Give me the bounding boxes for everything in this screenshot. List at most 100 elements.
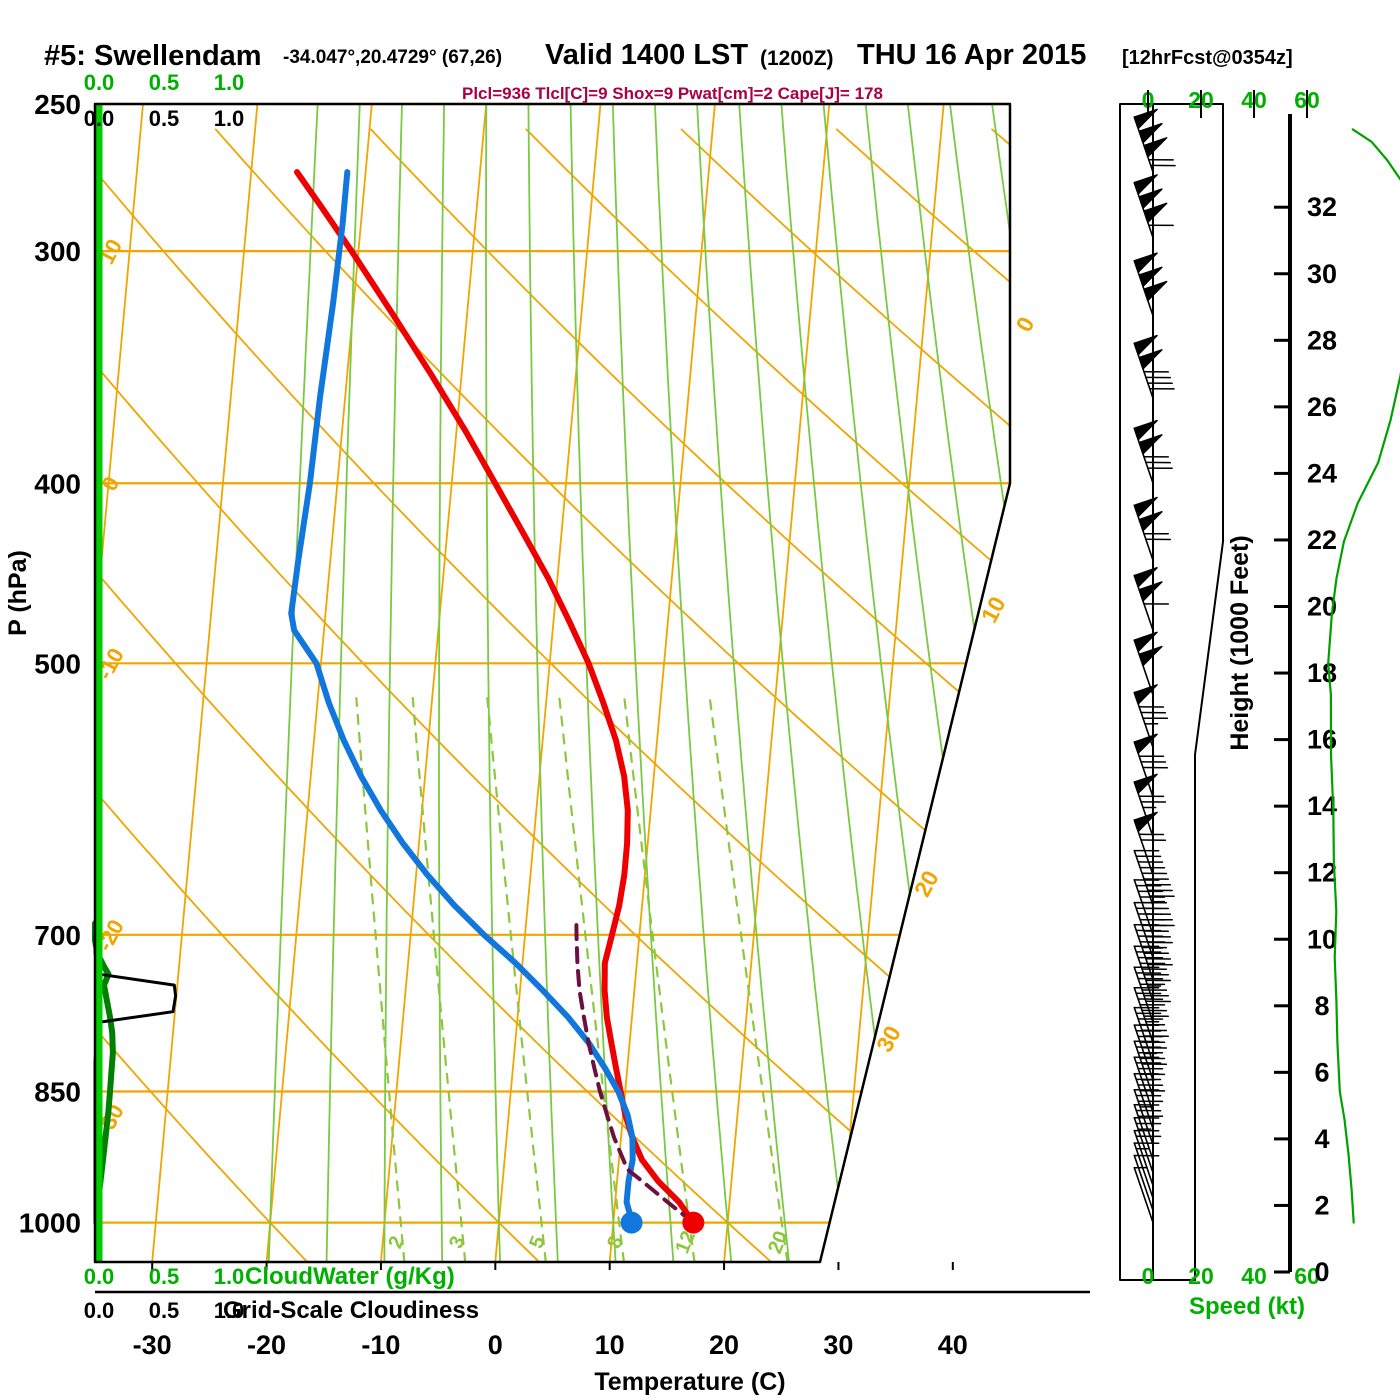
wind-pennant-29-2 xyxy=(1143,202,1168,224)
cloudiness-top-tick-1: 0.5 xyxy=(149,106,180,131)
cloudwater-top-tick-0: 0.0 xyxy=(84,70,115,95)
temperature-tick-0: 0 xyxy=(488,1330,503,1360)
moist-adiabat-45 xyxy=(864,104,1010,1262)
isotherm--20 xyxy=(265,104,373,1262)
moist-adiabat-15 xyxy=(611,104,675,1262)
pressure-tick-400: 400 xyxy=(34,468,81,499)
height-tick-10: 10 xyxy=(1307,924,1337,954)
wind-panel-frame xyxy=(1119,103,1224,1281)
cloudwater-top-tick-1: 0.5 xyxy=(149,70,180,95)
speed-legend: Speed (kt) xyxy=(1189,1293,1305,1320)
wind-barb-shaft-4 xyxy=(1133,1117,1154,1174)
moist-adiabat-10 xyxy=(569,104,617,1262)
dry-adiabat-100 xyxy=(370,128,1010,1262)
moist-adiabat--5 xyxy=(438,104,445,1262)
cloudwater-legend: CloudWater (g/Kg) xyxy=(245,1263,455,1290)
moist-adiabat-50 xyxy=(906,104,1010,1262)
station-coordinates: -34.047°,20.4729° (67,26) xyxy=(283,47,503,68)
moist-adiabat-20 xyxy=(654,104,733,1262)
mixing-ratio-label-8: 8 xyxy=(603,1233,628,1252)
cloudiness-top-tick-0: 0.0 xyxy=(84,106,115,131)
isotherm--10 xyxy=(380,104,488,1262)
height-tick-26: 26 xyxy=(1307,392,1337,422)
cloudwater-bottom-tick-1: 0.5 xyxy=(149,1264,180,1289)
valid-date: THU 16 Apr 2015 xyxy=(857,39,1087,71)
surface-temperature-marker xyxy=(682,1211,705,1234)
pressure-tick-700: 700 xyxy=(34,920,81,951)
sounding-indices: Plcl=936 Tlcl[C]=9 Shox=9 Pwat[cm]=2 Cap… xyxy=(462,84,883,103)
height-tick-8: 8 xyxy=(1314,991,1329,1021)
isotherm--30 xyxy=(151,104,259,1262)
wind-pennant-20-0 xyxy=(1133,773,1158,794)
height-axis-label: Height (1000 Feet) xyxy=(1226,535,1254,750)
wind-pennant-28-1 xyxy=(1138,266,1163,288)
wind-barb-shaft-3 xyxy=(1133,1129,1154,1187)
valid-time-zulu: (1200Z) xyxy=(760,47,834,70)
dry-adiabat--20 xyxy=(95,128,309,1262)
wind-barb-shaft-11 xyxy=(1133,1006,1154,1064)
height-tick-4: 4 xyxy=(1314,1124,1329,1154)
wind-pennant-27-1 xyxy=(1138,349,1163,370)
dry-adiabat-160 xyxy=(835,128,1010,1262)
height-tick-22: 22 xyxy=(1307,525,1337,555)
temperature-tick--30: -30 xyxy=(133,1330,172,1360)
wind-barb-shaft-8 xyxy=(1133,1056,1154,1113)
page-title: #5: Swellendam xyxy=(44,40,262,72)
wind-barb-shaft-2 xyxy=(1133,1142,1154,1199)
wind-pennant-24-1 xyxy=(1138,581,1163,602)
moist-adiabat--15 xyxy=(325,104,361,1262)
wind-pennant-29-0 xyxy=(1133,174,1158,195)
pressure-tick-500: 500 xyxy=(34,648,81,679)
isotherm-0 xyxy=(494,104,602,1262)
height-tick-28: 28 xyxy=(1307,325,1337,355)
forecast-stamp: [12hrFcst@0354z] xyxy=(1122,47,1293,69)
mixing-ratio-5 xyxy=(486,697,547,1262)
mixing-ratio-label-5: 5 xyxy=(525,1233,550,1252)
wind-pennant-25-0 xyxy=(1133,496,1158,518)
wind-barb-shaft-6 xyxy=(1133,1089,1154,1146)
moist-adiabat-25 xyxy=(696,104,790,1262)
temperature-tick-20: 20 xyxy=(709,1330,739,1360)
dry-adiabat-0 xyxy=(95,128,541,1262)
height-tick-16: 16 xyxy=(1307,725,1337,755)
isotherm--50 xyxy=(0,104,29,1262)
wind-pennant-29-1 xyxy=(1138,188,1163,209)
speed-bottom-tick-60: 60 xyxy=(1294,1263,1320,1289)
wind-barb-shaft-5 xyxy=(1133,1104,1154,1161)
moist-adiabat-55 xyxy=(949,104,1010,1262)
cloudiness-bottom-tick-2: 1.0 xyxy=(214,1298,245,1323)
moist-adiabat-40 xyxy=(822,104,964,1262)
height-tick-18: 18 xyxy=(1307,658,1337,688)
wind-barb-shaft-15 xyxy=(1133,923,1154,981)
height-tick-0: 0 xyxy=(1314,1257,1329,1287)
wind-pennant-28-2 xyxy=(1143,280,1168,302)
mixing-ratio-20 xyxy=(708,697,789,1262)
temperature-tick--10: -10 xyxy=(361,1330,400,1360)
cloudiness-bottom-tick-1: 0.5 xyxy=(149,1298,180,1323)
height-tick-30: 30 xyxy=(1307,259,1337,289)
wind-barb-shaft-7 xyxy=(1133,1072,1154,1130)
mixing-ratio-8 xyxy=(558,697,625,1262)
wind-pennant-25-1 xyxy=(1138,511,1163,532)
dry-adiabat-120 xyxy=(525,128,1010,1262)
speed-bottom-tick-20: 20 xyxy=(1188,1263,1214,1289)
wind-barb-shaft-12 xyxy=(1133,986,1154,1044)
moist-adiabat-35 xyxy=(780,104,906,1262)
isotherm-label-right-0: 0 xyxy=(1010,313,1039,337)
cloudwater-bottom-tick-0: 0.0 xyxy=(84,1264,115,1289)
wind-pennant-30-2 xyxy=(1143,137,1168,158)
isotherm-20 xyxy=(723,104,831,1262)
wind-barb-shaft-9 xyxy=(1133,1040,1154,1097)
height-tick-2: 2 xyxy=(1314,1190,1329,1220)
pressure-tick-850: 850 xyxy=(34,1076,81,1107)
mixing-ratio-2 xyxy=(355,697,406,1262)
wind-barb-shaft-14 xyxy=(1133,945,1154,1002)
moist-adiabat-30 xyxy=(738,104,848,1262)
temperature-tick-10: 10 xyxy=(595,1330,625,1360)
moist-adiabat-5 xyxy=(527,104,559,1262)
surface-dewpoint-marker xyxy=(620,1211,643,1234)
temperature-axis-label: Temperature (C) xyxy=(594,1368,785,1396)
moist-adiabat--10 xyxy=(383,104,403,1262)
moist-adiabat--20 xyxy=(267,104,319,1262)
